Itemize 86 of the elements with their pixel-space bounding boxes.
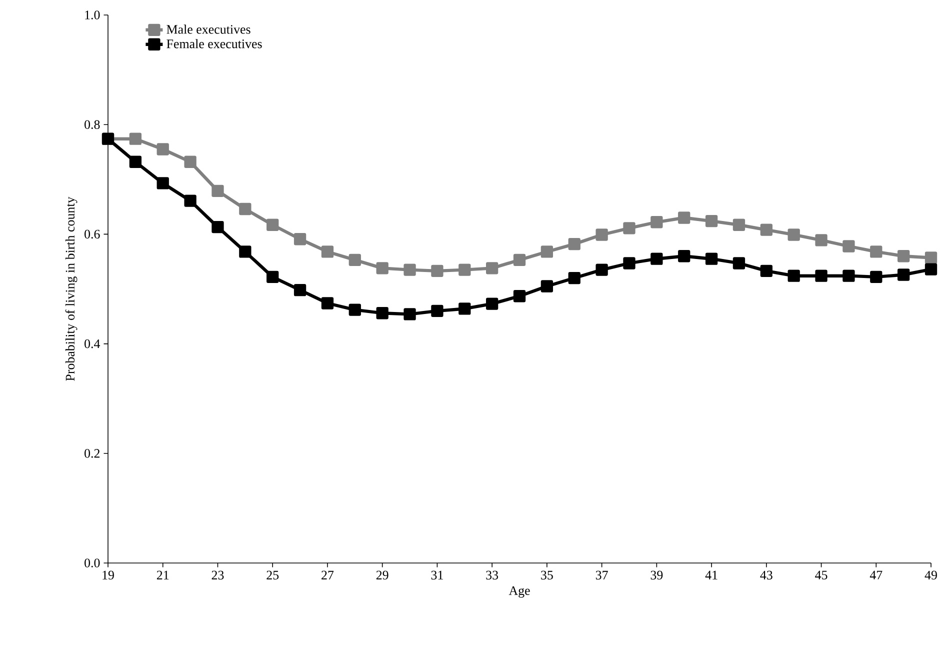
x-tick-label: 31 (431, 570, 443, 580)
point (431, 264, 444, 277)
x-tick-label: 37 (596, 570, 608, 580)
x-tick-label: 27 (322, 570, 334, 580)
legend-label: Female executives (166, 39, 262, 48)
y-tick-label: 0.6 (84, 230, 100, 239)
point (458, 302, 471, 315)
x-tick-label: 49 (924, 570, 937, 580)
x-tick-label: 47 (870, 570, 882, 580)
point (294, 284, 306, 296)
x-tick-label: 33 (486, 570, 498, 580)
y-tick-label: 0.8 (84, 120, 100, 129)
point (650, 252, 663, 265)
point (705, 252, 718, 265)
point (760, 224, 772, 236)
point (596, 264, 608, 276)
point (156, 177, 169, 190)
x-tick-label: 29 (376, 570, 388, 580)
point (513, 290, 526, 302)
x-axis-title: Age (508, 586, 530, 598)
point (568, 238, 580, 250)
point (348, 304, 361, 316)
point (596, 228, 608, 241)
legend-label: Male executives (166, 24, 250, 34)
y-tick-label: 1.0 (85, 10, 100, 20)
x-tick-label: 35 (541, 570, 553, 580)
x-tick-label: 21 (156, 570, 169, 580)
point (815, 234, 828, 246)
point (321, 246, 334, 258)
point (732, 218, 746, 231)
x-tick-label: 41 (705, 570, 718, 580)
point (404, 264, 416, 276)
point (294, 233, 306, 246)
point (431, 304, 444, 317)
y-tick-label: 0.2 (84, 449, 100, 458)
point (266, 218, 279, 231)
point (321, 297, 334, 310)
point (129, 156, 142, 168)
y-tick-label: 0.0 (84, 558, 100, 568)
point (568, 272, 580, 284)
x-tick-label: 43 (760, 570, 772, 580)
point (898, 250, 910, 262)
point (513, 254, 526, 266)
point (404, 308, 416, 320)
point (540, 246, 554, 258)
point (732, 257, 746, 270)
point (650, 216, 663, 228)
point (486, 262, 498, 274)
point (156, 143, 169, 156)
point (239, 246, 252, 258)
point (788, 228, 800, 241)
point (870, 246, 882, 258)
point (458, 264, 471, 276)
point (376, 262, 388, 274)
point (540, 280, 554, 292)
point (623, 257, 636, 270)
point (184, 194, 196, 207)
point (184, 156, 196, 168)
x-tick-label: 25 (266, 570, 279, 580)
y-axis-title: Probability of living in birth county (65, 196, 78, 381)
point (129, 132, 142, 145)
point (239, 202, 252, 216)
point (815, 270, 828, 282)
point (678, 212, 690, 224)
point (842, 270, 855, 282)
point (924, 263, 938, 276)
y-tick-label: 0.4 (84, 339, 100, 348)
point (348, 254, 361, 266)
point (842, 240, 855, 252)
point (760, 264, 772, 277)
point (486, 298, 498, 310)
x-tick-label: 39 (650, 570, 663, 580)
point (678, 250, 690, 262)
x-tick-label: 19 (102, 570, 114, 580)
point (212, 220, 224, 234)
point (212, 184, 224, 197)
point (788, 270, 800, 282)
x-tick-label: 23 (212, 570, 224, 580)
point (266, 270, 279, 284)
point (376, 307, 388, 320)
x-tick-label: 45 (815, 570, 828, 580)
point (924, 252, 938, 264)
point (705, 214, 718, 228)
point (870, 270, 882, 284)
point (898, 268, 910, 281)
point (623, 222, 636, 234)
